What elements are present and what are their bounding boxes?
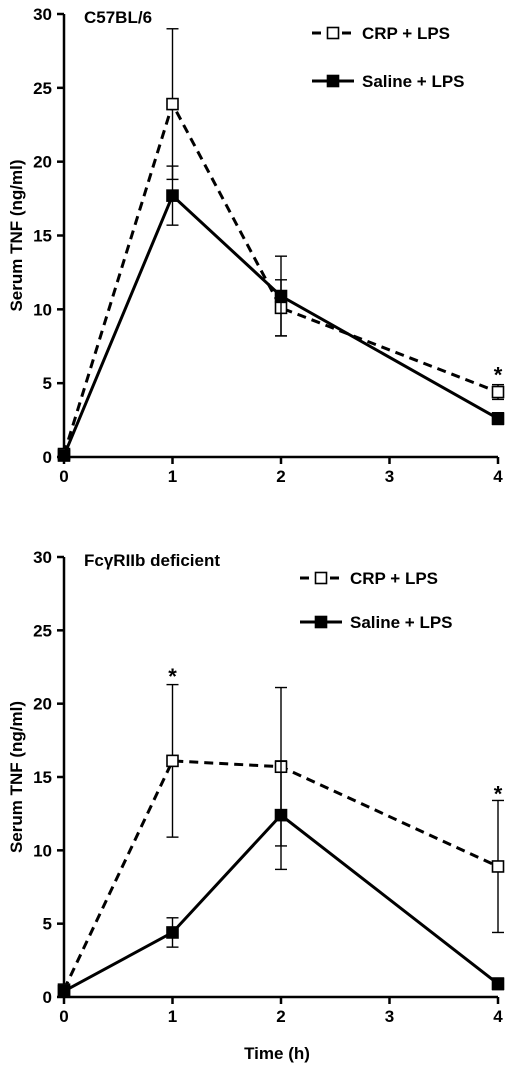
y-tick-label-10: 10	[33, 841, 52, 860]
x-axis-title: Time (h)	[244, 1044, 310, 1063]
data-point-crp-lps-1	[166, 97, 179, 111]
significance-mark-0: *	[168, 664, 177, 689]
y-tick-label-15: 15	[33, 227, 52, 246]
series-line-crp-lps	[62, 100, 499, 455]
x-tick-label-2: 2	[276, 1007, 285, 1026]
data-point-saline-lps-1	[166, 926, 179, 939]
data-point-saline-lps-0	[57, 984, 71, 998]
legend-marker-crp-lps	[326, 26, 340, 40]
y-tick-label-30: 30	[33, 548, 52, 567]
y-tick-label-10: 10	[33, 300, 52, 319]
data-point-saline-lps-2	[274, 808, 288, 822]
series-line-saline-lps	[63, 813, 499, 993]
y-tick-label-25: 25	[33, 621, 52, 640]
data-point-crp-lps-3	[491, 860, 505, 873]
x-tick-label-2: 2	[276, 467, 285, 486]
x-tick-label-3: 3	[385, 467, 394, 486]
significance-mark-1: *	[494, 781, 503, 806]
panel-title: FcγRIIb deficient	[84, 551, 220, 570]
y-tick-label-5: 5	[43, 915, 52, 934]
x-tick-label-1: 1	[168, 1007, 177, 1026]
y-axis-title: Serum TNF (ng/ml)	[7, 159, 26, 311]
data-point-saline-lps-1	[166, 189, 179, 202]
legend-marker-crp-lps	[314, 571, 328, 585]
x-tick-label-0: 0	[59, 467, 68, 486]
y-tick-label-5: 5	[43, 374, 52, 393]
legend-label-crp-lps: CRP + LPS	[362, 24, 450, 43]
legend-marker-saline-lps	[326, 74, 340, 88]
significance-mark-0: *	[494, 362, 503, 387]
data-point-saline-lps-0	[57, 449, 71, 462]
legend-label-saline-lps: Saline + LPS	[362, 72, 465, 91]
y-tick-label-15: 15	[33, 768, 52, 787]
x-tick-label-4: 4	[493, 1007, 503, 1026]
x-tick-label-0: 0	[59, 1007, 68, 1026]
x-tick-label-1: 1	[168, 467, 177, 486]
panel-fcgriib-deficient: 0 5 10 15 20 25 30 0 1 2 3 4 Serum TNF (ng/ml) Time (…	[7, 548, 505, 1063]
y-tick-label-25: 25	[33, 79, 52, 98]
data-point-crp-lps-3	[491, 385, 505, 399]
data-point-saline-lps-3	[491, 412, 505, 425]
legend-label-crp-lps: CRP + LPS	[350, 569, 438, 588]
y-axis-title: Serum TNF (ng/ml)	[7, 701, 26, 853]
y-tick-label-0: 0	[43, 988, 52, 1007]
legend-marker-saline-lps	[314, 615, 328, 629]
x-tick-label-3: 3	[385, 1007, 394, 1026]
legend-label-saline-lps: Saline + LPS	[350, 613, 453, 632]
x-tick-label-4: 4	[493, 467, 503, 486]
data-point-saline-lps-3	[491, 977, 505, 991]
series-line-crp-lps	[62, 759, 499, 991]
y-tick-label-0: 0	[43, 448, 52, 467]
series-line-saline-lps	[62, 193, 499, 457]
y-tick-label-30: 30	[33, 5, 52, 24]
data-point-crp-lps-1	[166, 754, 179, 768]
y-tick-label-20: 20	[33, 695, 52, 714]
data-point-saline-lps-2	[274, 289, 288, 303]
panel-c57bl6: 0 5 10 15 20 25 30 0 1 2 3 4 Serum TNF (ng/ml) C57BL/…	[7, 5, 505, 486]
y-tick-label-20: 20	[33, 153, 52, 172]
panel-title: C57BL/6	[84, 8, 152, 27]
